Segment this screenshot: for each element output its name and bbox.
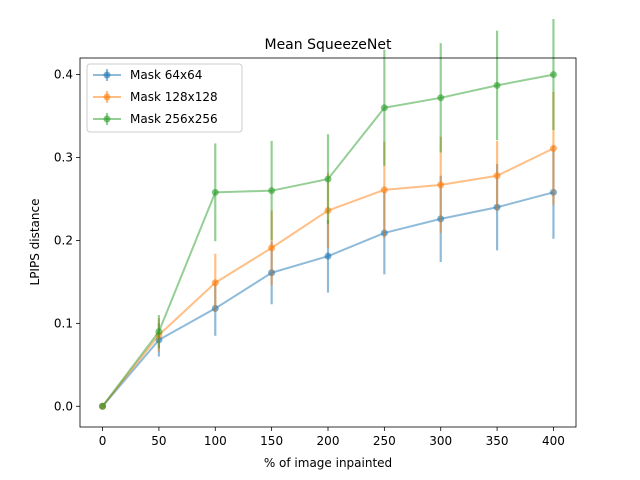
legend-label: Mask 256x256 bbox=[130, 112, 218, 126]
legend-box bbox=[86, 63, 243, 133]
chart-title: Mean SqueezeNet bbox=[264, 37, 392, 53]
x-tick-label: 200 bbox=[317, 434, 340, 448]
x-tick-label: 300 bbox=[429, 434, 452, 448]
data-point bbox=[324, 252, 332, 260]
data-point bbox=[493, 172, 501, 180]
data-point bbox=[437, 181, 445, 189]
data-point bbox=[380, 104, 388, 112]
legend-entry: Mask 128x128 bbox=[93, 90, 218, 104]
data-point bbox=[437, 94, 445, 102]
x-tick-label: 0 bbox=[99, 434, 107, 448]
legend-entry: Mask 64x64 bbox=[93, 68, 202, 82]
data-point bbox=[268, 244, 276, 252]
legend-swatch-marker bbox=[103, 115, 111, 123]
data-point bbox=[380, 186, 388, 194]
y-tick-label: 0.3 bbox=[54, 151, 73, 165]
x-tick-label: 400 bbox=[542, 434, 565, 448]
y-tick-label: 0.0 bbox=[54, 399, 73, 413]
x-tick-label: 250 bbox=[373, 434, 396, 448]
data-point bbox=[211, 188, 219, 196]
x-tick-label: 350 bbox=[486, 434, 509, 448]
legend-swatch-marker bbox=[103, 93, 111, 101]
data-point bbox=[324, 175, 332, 183]
data-point bbox=[99, 402, 107, 410]
y-tick-label: 0.2 bbox=[54, 233, 73, 247]
data-point bbox=[493, 81, 501, 89]
x-tick-label: 50 bbox=[151, 434, 166, 448]
x-tick-label: 100 bbox=[204, 434, 227, 448]
data-point bbox=[268, 187, 276, 195]
legend-label: Mask 128x128 bbox=[130, 90, 218, 104]
data-point bbox=[211, 279, 219, 287]
y-axis-label: LPIPS distance bbox=[28, 199, 42, 286]
data-point bbox=[549, 71, 557, 79]
y-tick-label: 0.4 bbox=[54, 68, 73, 82]
legend-entry: Mask 256x256 bbox=[93, 112, 218, 126]
legend-label: Mask 64x64 bbox=[130, 68, 202, 82]
data-point bbox=[155, 328, 163, 336]
series-3 bbox=[99, 19, 557, 410]
legend: Mask 64x64 Mask 128x128 Mask 256x256 bbox=[86, 63, 243, 133]
data-point bbox=[549, 144, 557, 152]
x-axis: 0 50 100 150 200 250 300 350 400 bbox=[99, 427, 565, 448]
x-axis-label: % of image inpainted bbox=[264, 456, 392, 470]
legend-swatch-marker bbox=[103, 71, 111, 79]
y-axis: 0.0 0.1 0.2 0.3 0.4 bbox=[54, 68, 80, 413]
x-tick-label: 150 bbox=[260, 434, 283, 448]
plot-area bbox=[99, 19, 557, 410]
y-tick-label: 0.1 bbox=[54, 316, 73, 330]
